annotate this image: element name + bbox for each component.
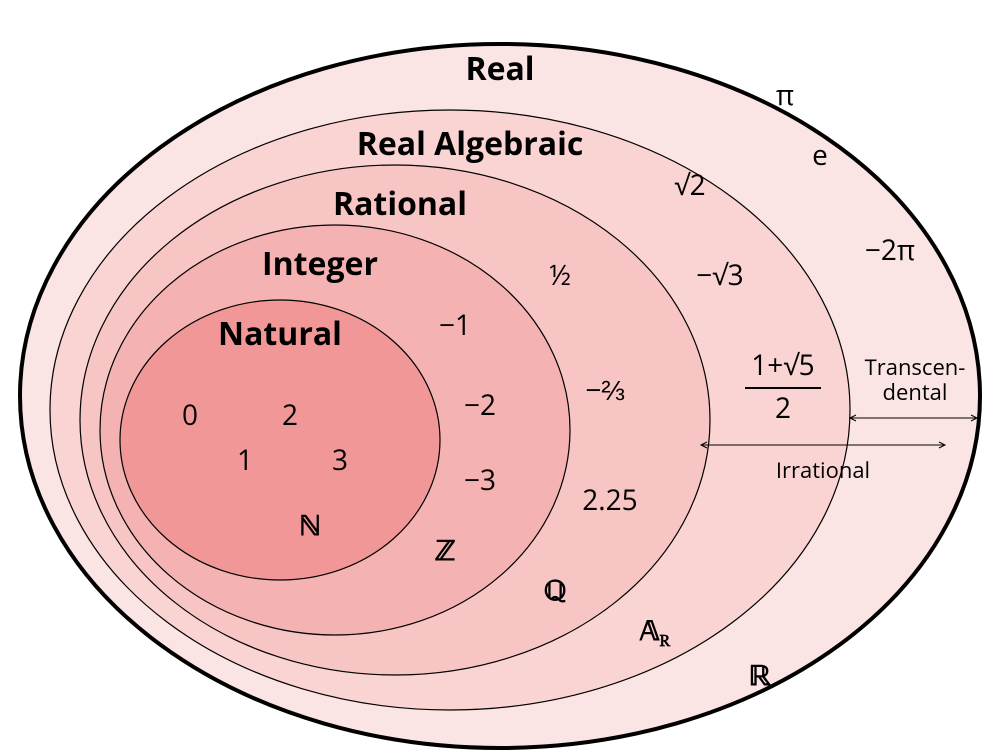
example-algebraic-0: √2 bbox=[674, 166, 705, 204]
example-real-1: e bbox=[812, 136, 828, 174]
set-label-algebraic: Real Algebraic bbox=[357, 122, 584, 165]
set-symbol-natural: ℕ bbox=[300, 513, 321, 543]
example-real-2: −2π bbox=[865, 231, 915, 269]
example-natural-3: 3 bbox=[332, 441, 348, 479]
label-irrational: Irrational bbox=[776, 455, 870, 485]
example-integer-0: −1 bbox=[439, 306, 471, 344]
example-natural-1: 2 bbox=[282, 396, 298, 434]
number-sets-venn-diagram: IrrationalTranscen-dentalRealℝReal Algeb… bbox=[0, 0, 1000, 756]
set-label-rational: Rational bbox=[333, 182, 467, 225]
example-algebraic-fraction-den: 2 bbox=[775, 389, 791, 427]
example-natural-2: 1 bbox=[237, 441, 253, 479]
example-rational-0: ½ bbox=[549, 256, 571, 294]
set-label-integer: Integer bbox=[262, 242, 378, 285]
set-label-natural: Natural bbox=[218, 312, 342, 355]
set-label-real: Real bbox=[465, 47, 534, 90]
example-natural-0: 0 bbox=[182, 396, 198, 434]
example-real-0: π bbox=[776, 76, 794, 114]
label-transcendental-2: dental bbox=[883, 377, 948, 407]
example-rational-2: 2.25 bbox=[582, 481, 637, 519]
example-integer-1: −2 bbox=[464, 386, 496, 424]
example-rational-1: −⅔ bbox=[585, 371, 624, 409]
set-symbol-rational: ℚ bbox=[544, 578, 567, 608]
set-symbol-real: ℝ bbox=[749, 663, 772, 693]
example-algebraic-1: −√3 bbox=[696, 256, 743, 294]
set-symbol-integer: ℤ bbox=[435, 538, 455, 568]
example-algebraic-fraction-num: 1+√5 bbox=[751, 346, 814, 384]
example-integer-2: −3 bbox=[464, 461, 496, 499]
